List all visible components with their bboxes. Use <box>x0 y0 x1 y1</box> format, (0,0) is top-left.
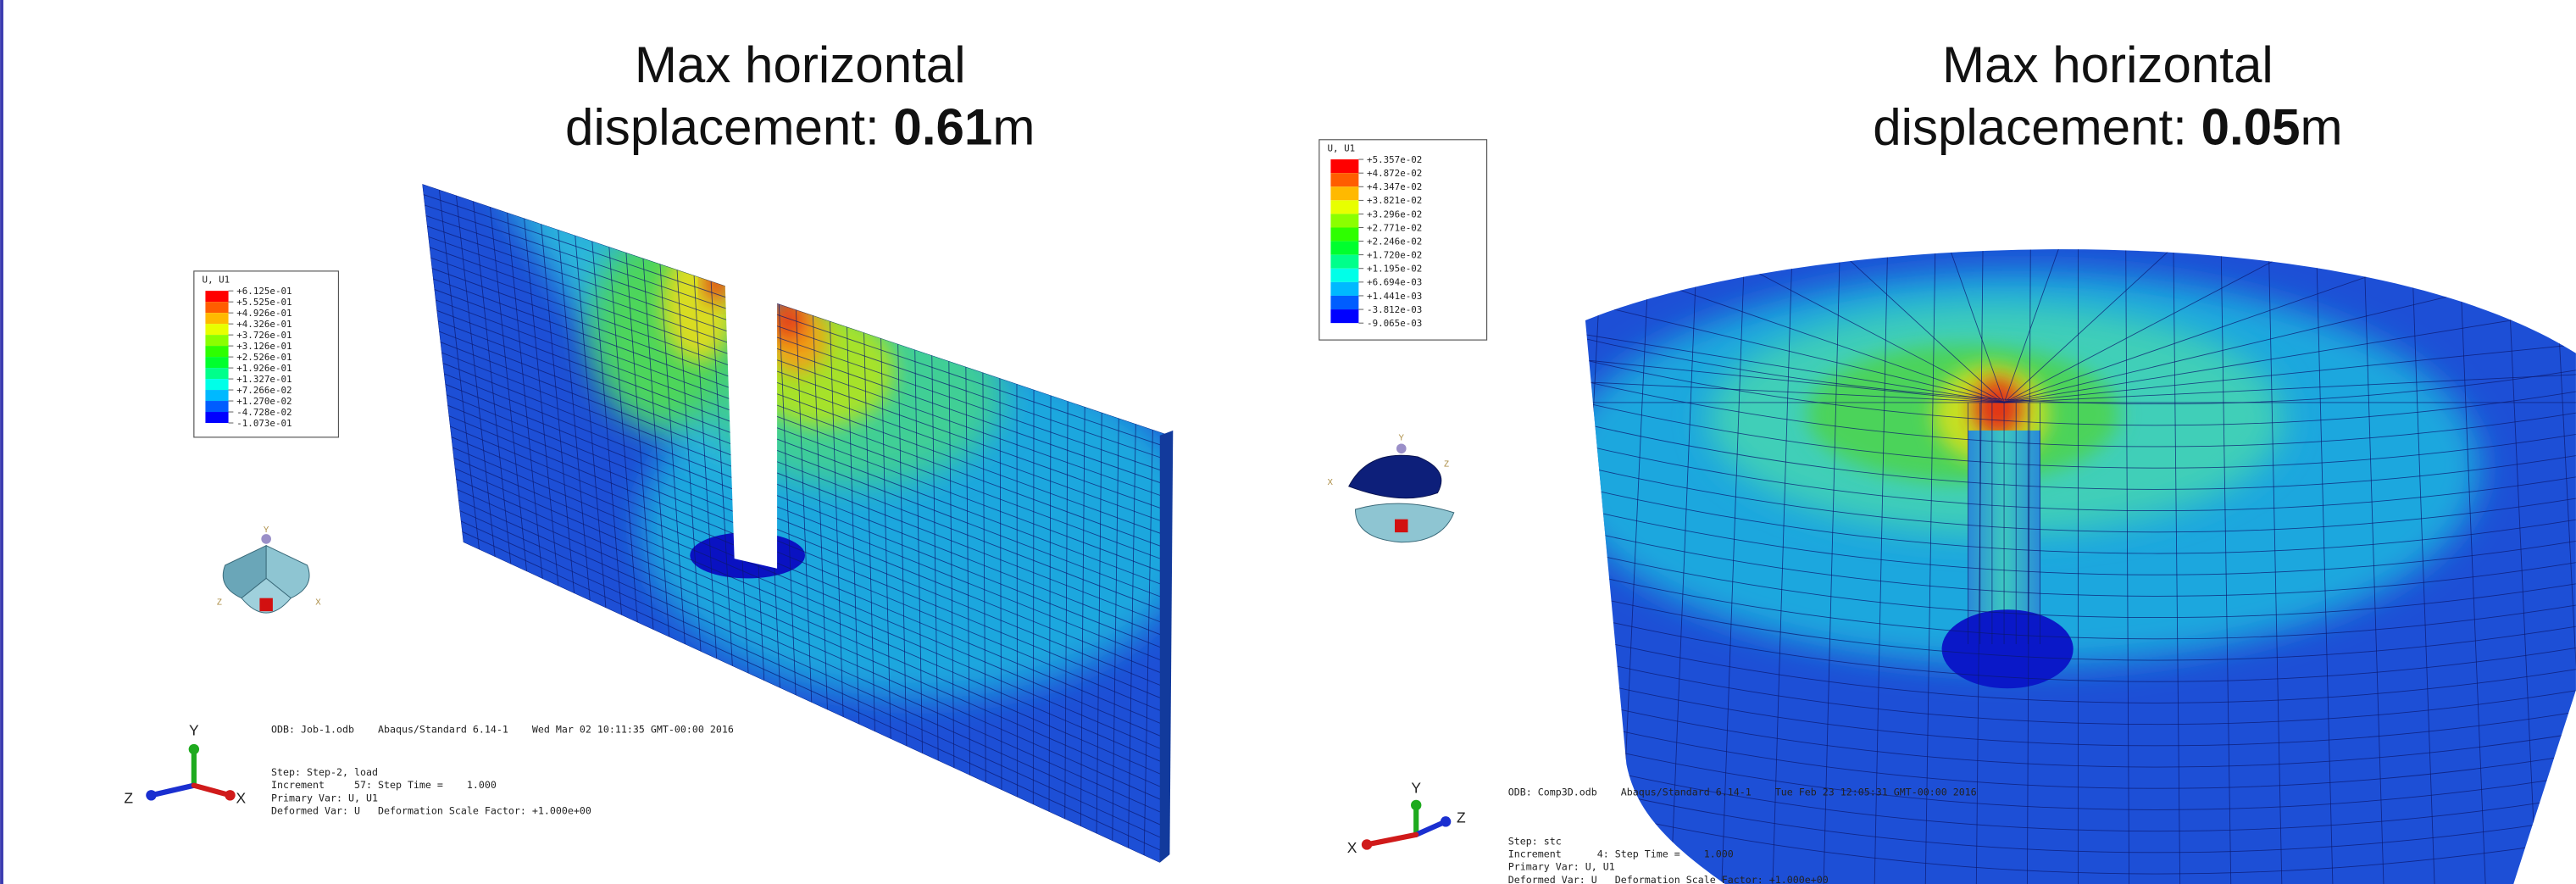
legend-label: -1.073e-01 <box>236 418 291 429</box>
legend-label: +2.526e-01 <box>236 352 291 363</box>
legend-label: +4.326e-01 <box>236 319 291 330</box>
legend-swatch <box>1330 186 1358 200</box>
title-line: displacement: 0.05m <box>1873 99 2342 156</box>
title-unit: m <box>992 99 1035 156</box>
legend-label: +1.270e-02 <box>236 396 291 407</box>
viewcube-y: Y <box>264 525 269 535</box>
legend-label: +7.266e-02 <box>236 385 291 396</box>
title-line: Max horizontal <box>1942 36 2273 93</box>
legend-swatch <box>1330 214 1358 227</box>
info-line: Primary Var: U, U1 <box>271 792 378 803</box>
legend-swatch <box>1330 269 1358 282</box>
title-prefix: displacement: <box>565 99 893 156</box>
viewcube-z: Z <box>217 598 222 607</box>
legend-swatch <box>205 302 228 313</box>
legend-swatch <box>205 368 228 379</box>
legend-label: +3.821e-02 <box>1367 195 1422 206</box>
triad-tip <box>1441 816 1451 826</box>
triad-tip <box>189 744 199 754</box>
triad-tip <box>1411 800 1421 810</box>
legend-label: +4.347e-02 <box>1367 181 1422 192</box>
screenshot: Max horizontaldisplacement: 0.61mU, U1+6… <box>0 0 2576 884</box>
triad-tip <box>146 790 156 800</box>
legend-swatch <box>205 412 228 423</box>
info-line: Deformed Var: U Deformation Scale Factor… <box>271 804 591 816</box>
legend-title: U, U1 <box>1328 142 1356 153</box>
legend-label: -9.065e-03 <box>1367 318 1422 329</box>
info-line: Primary Var: U, U1 <box>1508 861 1615 873</box>
legend-label: +1.327e-01 <box>236 374 291 385</box>
title-value: 0.61 <box>893 99 992 156</box>
triad-label: Z <box>124 790 133 807</box>
info-line: Step: stc <box>1508 835 1562 847</box>
odb-line: ODB: Comp3D.odb Abaqus/Standard 6.14-1 T… <box>1508 786 1977 798</box>
legend-swatch <box>205 401 228 412</box>
triad-tip <box>225 790 235 800</box>
legend-swatch <box>205 379 228 390</box>
legend-swatch <box>1330 228 1358 242</box>
legend-label: +3.126e-01 <box>236 341 291 352</box>
viewcube-y: Y <box>1399 434 1405 443</box>
viewcube-z: Z <box>1444 460 1449 470</box>
legend-swatch <box>1330 200 1358 214</box>
legend-swatch <box>205 291 228 302</box>
info-line: Increment 4: Step Time = 1.000 <box>1508 848 1734 860</box>
legend-swatch <box>205 357 228 368</box>
viewcube-x: X <box>1328 478 1334 487</box>
legend-swatch <box>205 313 228 324</box>
triad-label: X <box>1347 839 1357 856</box>
triad-label: Y <box>189 721 199 738</box>
title-line: displacement: 0.61m <box>565 99 1035 156</box>
legend-swatch <box>1330 242 1358 255</box>
title-value: 0.05 <box>2201 99 2301 156</box>
triad-label: Z <box>1457 809 1466 826</box>
legend-label: -3.812e-03 <box>1367 304 1422 315</box>
legend-label: -4.728e-02 <box>236 407 291 418</box>
legend-swatch <box>205 324 228 335</box>
legend-swatch <box>205 335 228 346</box>
legend-label: +6.125e-01 <box>236 286 291 297</box>
title-prefix: displacement: <box>1873 99 2201 156</box>
legend-title: U, U1 <box>203 274 230 285</box>
triad-tip <box>1362 839 1372 849</box>
info-line: Deformed Var: U Deformation Scale Factor… <box>1508 874 1829 884</box>
legend-swatch <box>1330 255 1358 269</box>
viewcube-center <box>259 598 273 612</box>
legend-swatch <box>1330 173 1358 186</box>
legend-label: +1.926e-01 <box>236 363 291 374</box>
legend-swatch <box>205 346 228 357</box>
info-line: Step: Step-2, load <box>271 766 378 778</box>
triad-label: X <box>236 790 246 807</box>
title-unit: m <box>2301 99 2343 156</box>
legend-label: +4.872e-02 <box>1367 168 1422 179</box>
legend-label: +1.441e-03 <box>1367 291 1422 302</box>
legend-label: +3.296e-02 <box>1367 208 1422 220</box>
triad-label: Y <box>1411 780 1421 797</box>
page: {"panels":[ {"title":{"line1":"Max horiz… <box>0 0 2576 884</box>
legend-label: +2.771e-02 <box>1367 222 1422 233</box>
legend-swatch <box>1330 282 1358 296</box>
legend-label: +3.726e-01 <box>236 330 291 341</box>
legend-label: +1.720e-02 <box>1367 250 1422 261</box>
viewcube-knob <box>1396 443 1407 453</box>
legend-swatch <box>1330 296 1358 309</box>
viewcube-center <box>1395 520 1408 533</box>
title-line: Max horizontal <box>635 36 966 93</box>
legend-swatch <box>1330 159 1358 173</box>
legend-label: +1.195e-02 <box>1367 264 1422 275</box>
legend-label: +5.357e-02 <box>1367 154 1422 165</box>
legend-label: +6.694e-03 <box>1367 277 1422 288</box>
odb-line: ODB: Job-1.odb Abaqus/Standard 6.14-1 We… <box>271 724 734 736</box>
legend-swatch <box>205 390 228 401</box>
info-line: Increment 57: Step Time = 1.000 <box>271 779 497 791</box>
legend-label: +5.525e-01 <box>236 297 291 308</box>
legend-swatch <box>1330 309 1358 323</box>
viewcube-knob <box>261 534 271 544</box>
legend-label: +4.926e-01 <box>236 308 291 319</box>
viewcube-x: X <box>315 598 321 607</box>
legend-label: +2.246e-02 <box>1367 236 1422 247</box>
